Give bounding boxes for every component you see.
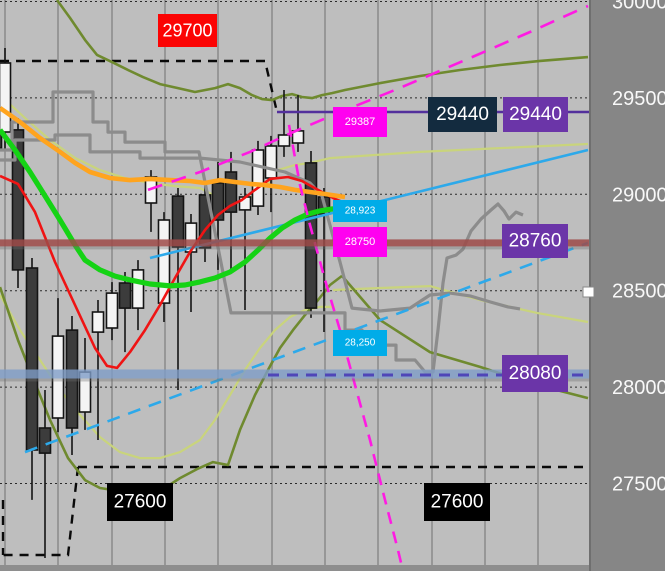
candle-body xyxy=(91,311,105,333)
candle-up xyxy=(105,282,119,341)
candle-body xyxy=(25,267,39,451)
axis-drag-marker[interactable] xyxy=(582,286,595,298)
range-bottom-left-drop[interactable] xyxy=(0,466,80,557)
candle-down xyxy=(304,151,318,318)
candle-body xyxy=(105,292,119,329)
axis-label-29000: 29000 xyxy=(612,184,665,206)
candle-down xyxy=(171,188,185,390)
price-flag-28080-bg xyxy=(502,355,568,392)
price-flag-28760[interactable]: 28760 xyxy=(502,224,568,258)
candle-body xyxy=(224,171,238,213)
price-flag-27600-left-bg xyxy=(107,483,173,521)
candle-body xyxy=(0,62,12,133)
ma-red xyxy=(0,174,351,370)
price-flag-28250-bg xyxy=(333,330,387,356)
candle-body xyxy=(157,219,171,304)
price-flag-29700-label: 29700 xyxy=(162,21,212,41)
ma-orange xyxy=(0,106,346,200)
ma-green xyxy=(0,128,346,289)
candle-body xyxy=(38,427,52,454)
candle-up xyxy=(277,90,291,157)
candles xyxy=(0,48,331,558)
candle-body xyxy=(264,145,278,179)
price-flag-28080-label: 28080 xyxy=(509,363,562,384)
time-axis-edge xyxy=(0,565,590,571)
candle-down xyxy=(224,151,238,270)
price-flag-28923-label: 28,923 xyxy=(345,206,376,217)
candle-down xyxy=(198,186,212,262)
price-flag-29700-bg xyxy=(158,14,217,47)
price-flag-29387[interactable]: 29387 xyxy=(333,107,387,137)
price-flag-27600-left-label: 27600 xyxy=(114,492,167,513)
axis-label-30000: 30000 xyxy=(612,0,665,14)
price-flag-28760-bg xyxy=(502,224,568,258)
candle-up xyxy=(251,140,265,215)
price-flag-27600-right-bg xyxy=(424,483,490,521)
price-flag-29440-dark-bg xyxy=(428,97,497,132)
price-flag-28080[interactable]: 28080 xyxy=(502,355,568,392)
price-flag-27600-right[interactable]: 27600 xyxy=(424,483,490,521)
olive-span-upper xyxy=(55,0,589,102)
price-flag-27600-left[interactable]: 27600 xyxy=(107,483,173,521)
candle-down xyxy=(38,390,52,558)
price-flag-27600-right-label: 27600 xyxy=(431,492,484,513)
price-flag-28250-label: 28,250 xyxy=(345,338,376,349)
price-flag-28750-label: 28750 xyxy=(345,236,376,248)
price-flag-28750[interactable]: 28750 xyxy=(333,227,387,257)
price-flag-29700[interactable]: 29700 xyxy=(158,14,217,47)
axis-label-29500: 29500 xyxy=(612,88,665,110)
candle-down xyxy=(65,316,79,455)
candle-down xyxy=(11,118,25,288)
axis-label-28000: 28000 xyxy=(612,377,665,399)
price-flag-29387-bg xyxy=(333,107,387,137)
price-flag-28923[interactable]: 28,923 xyxy=(333,200,387,222)
candle-body xyxy=(0,125,3,149)
gray-step-tenkan xyxy=(0,133,521,313)
candle-body xyxy=(118,282,132,309)
price-axis[interactable]: 30000 29500 29000 28500 28000 27500 xyxy=(589,0,665,571)
candle-body xyxy=(211,182,225,221)
candle-down xyxy=(118,272,132,353)
axis-label-28500: 28500 xyxy=(612,281,665,303)
price-flag-28750-bg xyxy=(333,227,387,257)
candle-body xyxy=(251,149,265,207)
price-flag-28760-label: 28760 xyxy=(509,231,562,252)
price-flag-29440-dark-label: 29440 xyxy=(436,104,489,125)
candle-body xyxy=(65,329,79,429)
price-flag-29440-purple[interactable]: 29440 xyxy=(503,97,568,132)
price-flag-29440-purple-bg xyxy=(503,97,568,132)
candle-body xyxy=(198,194,212,249)
candle-body xyxy=(171,195,185,248)
candle-up xyxy=(131,260,145,331)
price-flag-29387-label: 29387 xyxy=(345,116,376,128)
candle-body xyxy=(277,134,291,147)
support-band-28080-shadow xyxy=(0,378,590,382)
price-flag-29440-dark[interactable]: 29440 xyxy=(428,97,497,132)
candle-down xyxy=(0,125,3,149)
trendline-magenta-rising xyxy=(147,4,589,192)
candle-body xyxy=(11,129,25,271)
trendline-magenta-falling xyxy=(287,124,405,571)
range-top-29700[interactable] xyxy=(0,59,279,113)
price-axis-bg xyxy=(590,0,665,571)
axis-label-27500: 27500 xyxy=(612,474,665,496)
trendline-blue-dashed xyxy=(24,241,589,454)
candle-up xyxy=(157,212,171,322)
price-flag-29440-purple-label: 29440 xyxy=(509,104,562,125)
candle-body xyxy=(131,269,145,309)
support-band-28750-shadow xyxy=(0,246,590,250)
olive-span-lower xyxy=(0,274,343,494)
support-band-28750[interactable] xyxy=(0,239,590,247)
price-flag-28923-bg xyxy=(333,200,387,222)
price-flag-28250[interactable]: 28,250 xyxy=(333,330,387,356)
candle-body xyxy=(304,162,318,309)
